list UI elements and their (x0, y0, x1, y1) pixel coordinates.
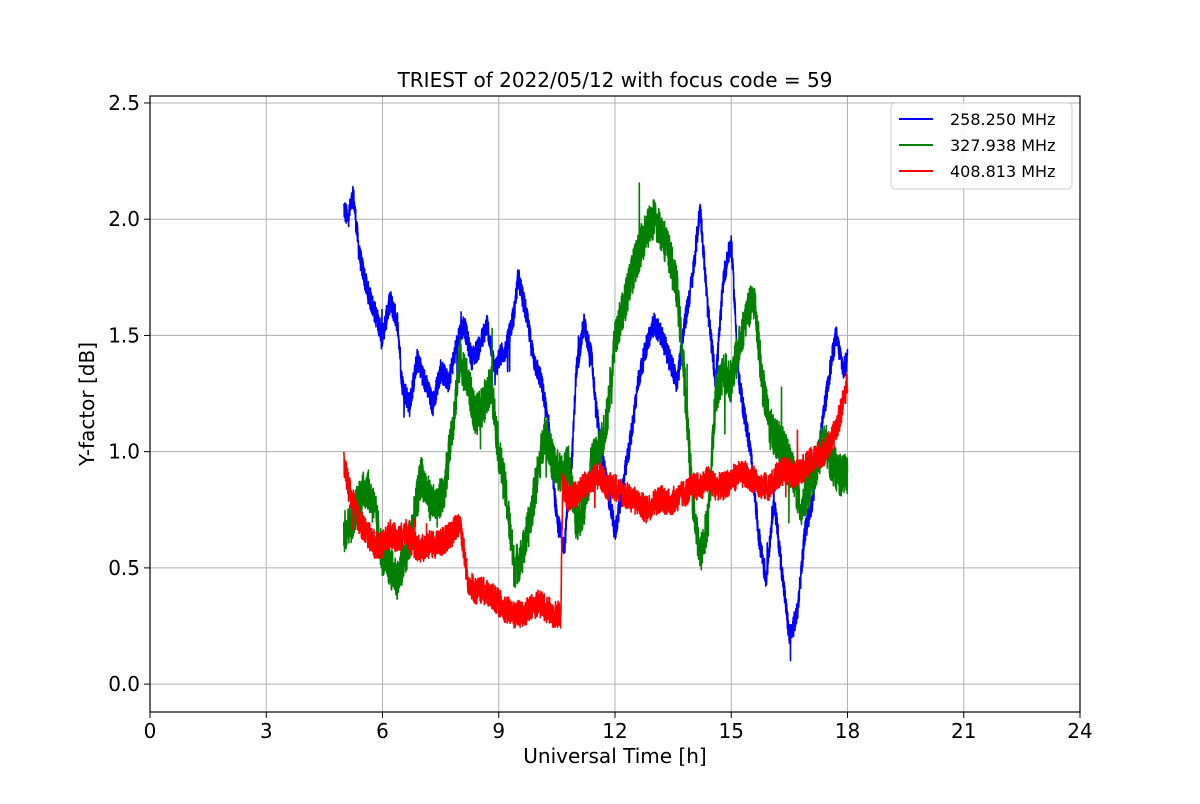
x-tick-label: 18 (835, 719, 860, 743)
series-layer (343, 182, 849, 662)
x-tick-label: 0 (144, 719, 157, 743)
series-line-2 (343, 182, 849, 600)
y-tick-label: 1.5 (108, 323, 140, 347)
x-tick-label: 15 (719, 719, 744, 743)
y-tick-label: 0.0 (108, 672, 140, 696)
chart-title: TRIEST of 2022/05/12 with focus code = 5… (397, 68, 833, 92)
x-tick-label: 3 (260, 719, 273, 743)
y-tick-label: 0.5 (108, 556, 140, 580)
axis-ticks: 0 3 6 9 12 15 18 21 24 0.0 0.5 1.0 1.5 2.0 2.5 (108, 91, 1093, 743)
legend-label: 327.938 MHz (950, 136, 1055, 155)
series-line-1 (343, 185, 849, 662)
y-tick-label: 2.0 (108, 207, 140, 231)
legend-label: 408.813 MHz (950, 162, 1055, 181)
y-axis-label: Y-factor [dB] (75, 342, 99, 467)
legend-label: 258.250 MHz (950, 110, 1055, 129)
x-tick-label: 9 (492, 719, 505, 743)
x-tick-label: 24 (1067, 719, 1092, 743)
x-axis-label: Universal Time [h] (523, 744, 706, 768)
y-tick-label: 1.0 (108, 440, 140, 464)
x-tick-label: 6 (376, 719, 389, 743)
legend-box (890, 102, 1073, 190)
y-tick-label: 2.5 (108, 91, 140, 115)
x-tick-label: 21 (951, 719, 976, 743)
series-line-3 (343, 373, 849, 629)
legend: 258.250 MHz 327.938 MHz 408.813 MHz (890, 102, 1073, 190)
x-tick-label: 12 (602, 719, 627, 743)
